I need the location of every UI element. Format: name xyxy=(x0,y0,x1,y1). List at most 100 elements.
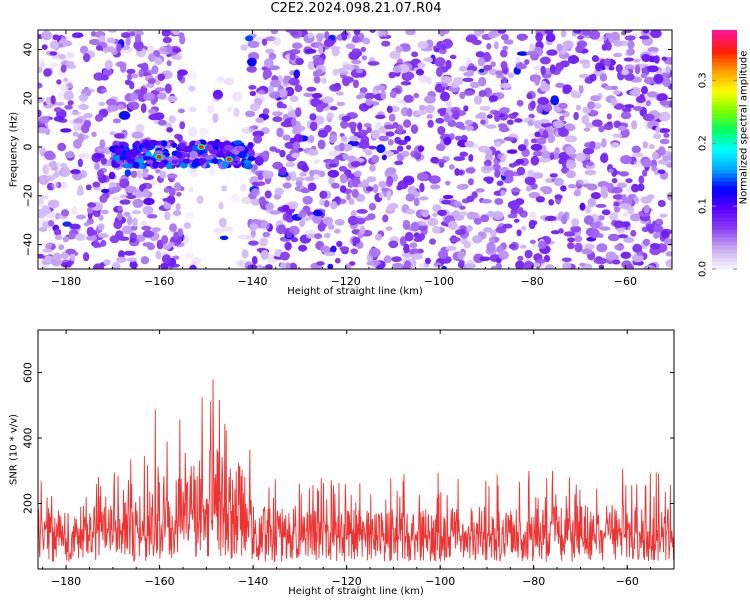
spectrogram-y-tick-label: −20 xyxy=(22,184,35,207)
spectrogram-cell xyxy=(655,126,661,134)
spectrogram-cell xyxy=(502,45,509,51)
spectrogram-cell xyxy=(307,32,314,39)
spectrogram-cell xyxy=(368,202,377,211)
spectrogram-cell xyxy=(562,40,574,50)
spectrogram-cell xyxy=(164,83,172,94)
spectrogram-cell xyxy=(72,131,79,137)
spectrogram-cell xyxy=(329,134,337,144)
spectrogram-cell xyxy=(307,182,317,192)
spectrogram-cell xyxy=(247,156,256,162)
spectrogram-cell xyxy=(123,250,136,256)
colorbar-swatch xyxy=(712,137,737,143)
spectrogram-cell xyxy=(175,52,183,61)
spectrogram-cell xyxy=(177,69,188,76)
spectrogram-cell xyxy=(661,56,668,61)
spectrogram-cell xyxy=(590,192,601,200)
spectrogram-cell xyxy=(458,211,468,216)
spectrogram-cell xyxy=(268,85,274,94)
spectrogram-cell xyxy=(629,213,642,222)
spectrogram-cell xyxy=(323,200,330,208)
spectrogram-cell xyxy=(243,163,254,170)
spectrogram-cell xyxy=(126,68,136,74)
spectrogram-cell xyxy=(516,51,529,56)
spectrogram-cell xyxy=(77,158,83,168)
spectrogram-cell xyxy=(500,49,508,58)
spectrogram-cell xyxy=(573,111,579,121)
spectrogram-cell xyxy=(276,101,284,109)
spectrogram-cell xyxy=(266,253,278,264)
spectrogram-cell xyxy=(189,150,198,158)
spectrogram-cell xyxy=(511,112,519,117)
spectrogram-cell xyxy=(135,124,145,133)
spectrogram-cell xyxy=(114,133,125,139)
spectrogram-cell xyxy=(155,250,162,260)
spectrogram-cell xyxy=(463,105,469,112)
spectrogram-cell xyxy=(161,235,169,245)
spectrogram-cell xyxy=(154,87,166,92)
spectrogram-cell xyxy=(129,260,138,269)
spectrogram-cell xyxy=(657,169,666,174)
spectrogram-cell xyxy=(208,149,219,155)
spectrogram-cell xyxy=(558,102,568,110)
spectrogram-cell xyxy=(191,145,198,150)
colorbar-swatch xyxy=(712,265,737,270)
spectrogram-cell xyxy=(457,251,467,260)
spectrogram-chart: −180 −160 −140 −120 −100 −80 −60 −40 −20 0 20 40 Hei… xyxy=(9,29,673,297)
snr-x-tick-label: −160 xyxy=(144,575,174,588)
spectrogram-cell xyxy=(404,260,412,269)
spectrogram-cell xyxy=(662,77,671,87)
spectrogram-cell xyxy=(467,178,474,186)
spectrogram-cell xyxy=(251,188,260,197)
spectrogram-cell xyxy=(171,158,179,165)
spectrogram-cell xyxy=(54,234,63,241)
spectrogram-cell xyxy=(185,211,194,220)
spectrogram-cell xyxy=(475,51,485,58)
spectrogram-cell xyxy=(326,112,335,120)
spectrogram-cell xyxy=(411,253,423,260)
colorbar-swatch xyxy=(712,161,737,166)
spectrogram-cell xyxy=(445,245,457,251)
colorbar-swatch xyxy=(712,37,737,43)
spectrogram-cell xyxy=(405,193,415,202)
spectrogram-cell xyxy=(666,192,672,201)
spectrogram-cell xyxy=(97,233,109,239)
spectrogram-cell xyxy=(83,113,93,118)
spectrogram-cell xyxy=(503,170,515,178)
spectrogram-cell xyxy=(528,219,536,230)
spectrogram-cell xyxy=(509,200,520,211)
spectrogram-cell xyxy=(552,120,564,129)
spectrogram-cell xyxy=(291,42,303,49)
spectrogram-cell xyxy=(418,74,429,84)
spectrogram-cell xyxy=(166,44,172,54)
spectrogram-cell xyxy=(550,95,560,106)
spectrogram-cell xyxy=(417,62,426,68)
colorbar-swatch xyxy=(712,69,737,75)
spectrogram-cell xyxy=(387,139,394,146)
spectrogram-cell xyxy=(570,225,582,233)
spectrogram-cell xyxy=(606,121,613,126)
spectrogram-cell xyxy=(289,31,299,36)
spectrogram-cell xyxy=(183,222,191,229)
spectrogram-cell xyxy=(336,67,348,74)
snr-x-tick-label: −60 xyxy=(616,575,639,588)
spectrogram-cell xyxy=(402,175,415,186)
spectrogram-cell xyxy=(494,198,504,205)
spectrogram-cell xyxy=(324,31,330,40)
spectrogram-cell xyxy=(166,199,174,204)
spectrogram-cell xyxy=(493,110,502,117)
spectrogram-cell xyxy=(535,32,543,42)
spectrogram-cell xyxy=(584,169,597,176)
colorbar-swatch xyxy=(712,177,737,182)
spectrogram-cell xyxy=(328,150,341,157)
spectrogram-cell xyxy=(611,85,619,90)
spectrogram-cell xyxy=(93,263,104,269)
spectrogram-cell xyxy=(395,45,403,53)
spectrogram-cell xyxy=(614,244,625,251)
spectrogram-cell xyxy=(534,77,540,86)
spectrogram-cell xyxy=(386,205,394,212)
spectrogram-cell xyxy=(382,214,389,223)
spectrogram-cell xyxy=(573,30,582,34)
spectrogram-cell xyxy=(246,65,257,73)
spectrogram-cell xyxy=(385,167,397,175)
spectrogram-cell xyxy=(622,107,632,113)
